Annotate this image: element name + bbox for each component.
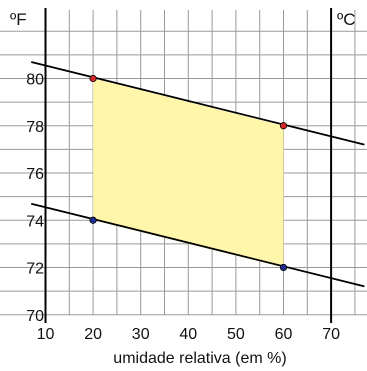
x-tick-label: 70 bbox=[322, 326, 340, 343]
data-points bbox=[89, 74, 288, 272]
lower-boundary-line bbox=[31, 202, 365, 288]
data-point bbox=[279, 263, 288, 272]
labels: ºF ºC umidade relativa (em %) 70 72 74 76 78… bbox=[10, 10, 356, 367]
left-unit-label: ºF bbox=[10, 10, 27, 29]
y-tick-label: 80 bbox=[26, 72, 44, 89]
x-tick-label: 20 bbox=[84, 326, 102, 343]
x-tick-label: 40 bbox=[179, 326, 197, 343]
vertical-axis-lines bbox=[44, 8, 333, 323]
y-tick-label: 70 bbox=[26, 308, 44, 325]
x-tick-label: 30 bbox=[132, 326, 150, 343]
y-tick-label: 72 bbox=[26, 261, 44, 278]
y-tick-label: 76 bbox=[26, 166, 44, 183]
comfort-region-layer bbox=[93, 78, 284, 268]
y-tick-label: 78 bbox=[26, 119, 44, 136]
upper-boundary-line bbox=[31, 61, 365, 146]
y-tick-label: 74 bbox=[26, 213, 44, 230]
data-point bbox=[89, 74, 97, 83]
x-tick-label: 60 bbox=[275, 326, 293, 343]
x-tick-label: 50 bbox=[227, 326, 245, 343]
x-tick-label: 10 bbox=[37, 326, 55, 343]
data-point bbox=[89, 216, 97, 224]
series-lines bbox=[31, 61, 365, 288]
data-point bbox=[279, 122, 288, 130]
x-axis-title: umidade relativa (em %) bbox=[113, 350, 286, 367]
comfort-region bbox=[93, 78, 284, 268]
right-unit-label: ºC bbox=[337, 10, 356, 29]
